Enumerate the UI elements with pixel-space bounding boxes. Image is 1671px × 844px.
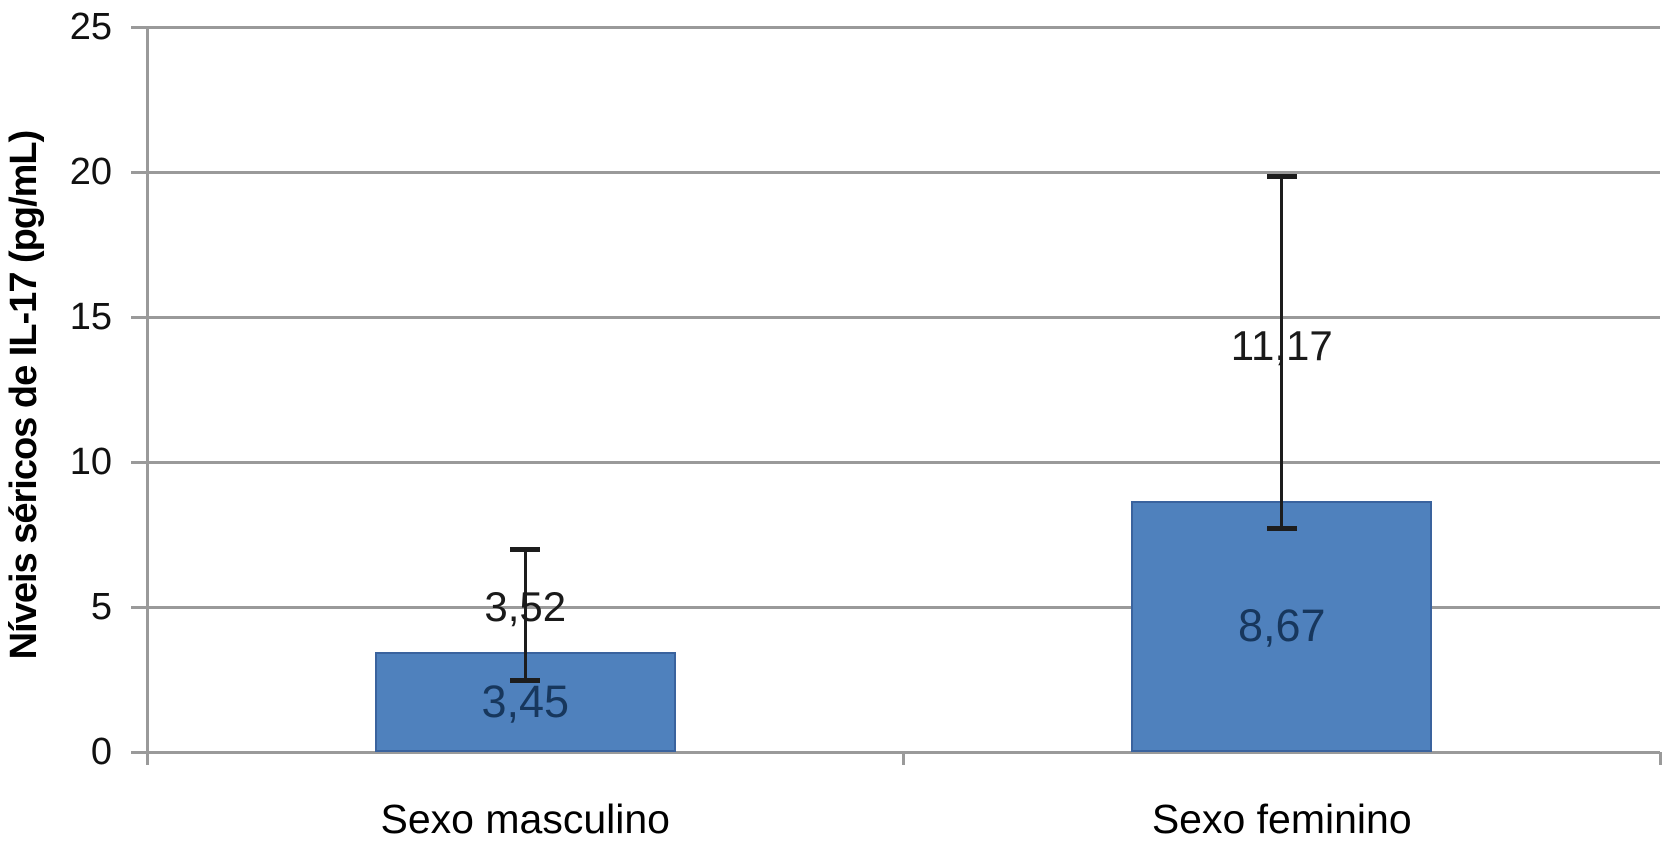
y-axis-tick-5 — [131, 605, 147, 609]
y-axis-tick-0 — [131, 750, 147, 754]
gridline-5 — [147, 605, 1660, 609]
y-tick-label-10: 10 — [69, 441, 112, 483]
y-tick-label-5: 5 — [90, 586, 112, 628]
error-bar-cap-bottom-sexo-masculino — [510, 678, 541, 684]
gridline-15 — [147, 315, 1660, 319]
x-axis-tick-1 — [902, 752, 905, 765]
error-bar-cap-top-sexo-masculino — [510, 546, 541, 552]
y-tick-label-15: 15 — [69, 296, 112, 338]
y-axis-tick-15 — [131, 315, 147, 319]
y-axis-title: Níveis séricos de IL-17 (pg/mL) — [3, 130, 45, 660]
y-tick-label-0: 0 — [90, 731, 112, 773]
x-category-label-sexo-masculino: Sexo masculino — [380, 796, 670, 842]
bar-sexo-feminino — [1131, 500, 1433, 752]
x-category-label-sexo-feminino: Sexo feminino — [1151, 796, 1412, 842]
y-axis-tick-25 — [131, 25, 147, 29]
x-axis-tick-2 — [1658, 752, 1662, 765]
y-tick-label-20: 20 — [69, 151, 112, 193]
gridline-25 — [147, 25, 1660, 29]
y-axis-tick-10 — [131, 460, 147, 464]
x-axis-tick-0 — [145, 752, 149, 765]
y-axis-line — [145, 27, 149, 765]
y-tick-label-25: 25 — [69, 6, 112, 48]
bar-value-label-sexo-masculino: 3,45 — [481, 675, 570, 727]
gridline-20 — [147, 170, 1660, 174]
gridline-10 — [147, 460, 1660, 464]
y-axis-tick-20 — [131, 170, 147, 174]
bar-value-label-sexo-feminino: 8,67 — [1237, 600, 1326, 652]
error-bar-label-sexo-feminino: 11,17 — [1230, 322, 1333, 369]
error-bar-cap-top-sexo-feminino — [1266, 173, 1297, 179]
error-bar-line-sexo-masculino — [523, 549, 527, 681]
error-bar-cap-bottom-sexo-feminino — [1266, 526, 1297, 532]
error-bar-label-sexo-masculino: 3,52 — [484, 583, 567, 630]
error-bar-line-sexo-feminino — [1280, 176, 1284, 529]
